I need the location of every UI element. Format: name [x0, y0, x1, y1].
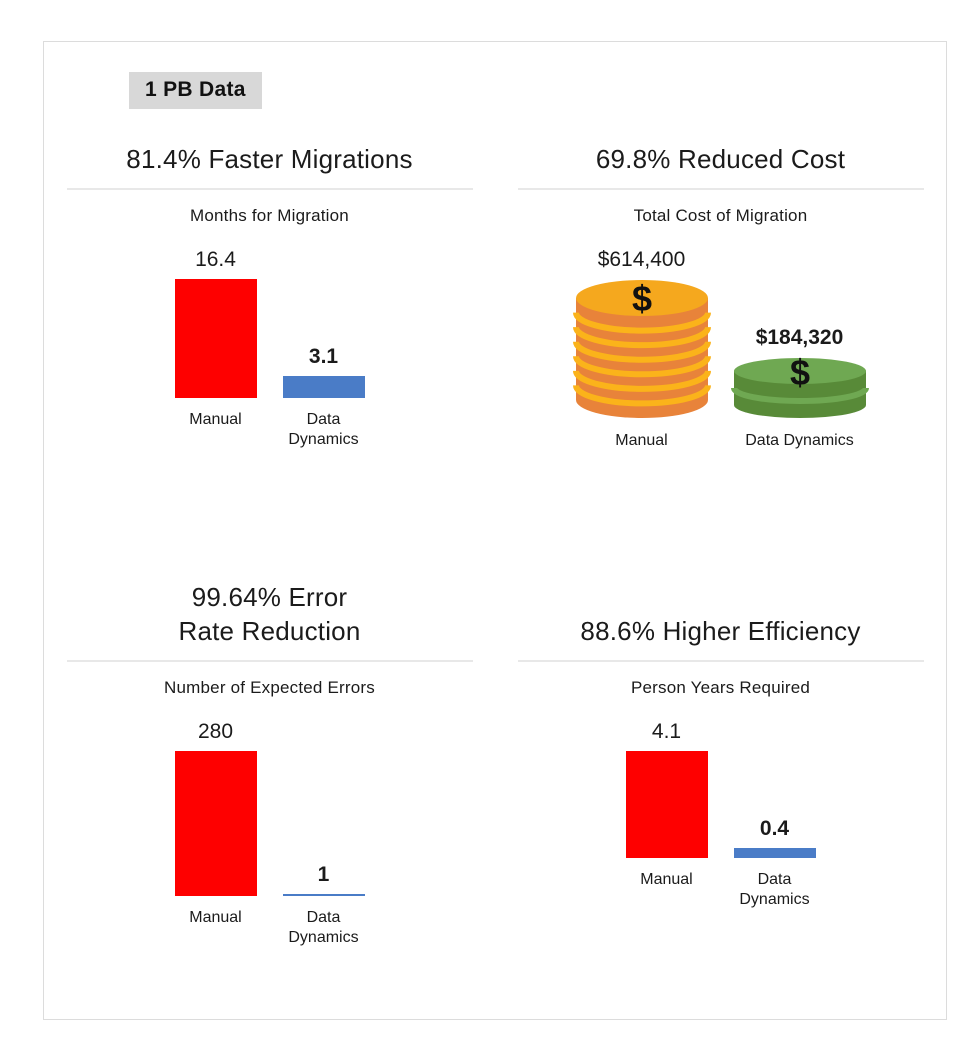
- bar-group-manual: 280 Manual: [173, 720, 259, 952]
- infographic-card: 1 PB Data 81.4% Faster Migrations Months…: [43, 41, 947, 1020]
- coin-group-manual: $614,400 $ Manual: [572, 248, 711, 475]
- panel-title: 99.64% Error Rate Reduction: [178, 582, 361, 646]
- panel-reduced-cost: 69.8% Reduced Cost Total Cost of Migrati…: [495, 142, 946, 580]
- category-label: Manual: [189, 411, 242, 428]
- chart-title: Person Years Required: [630, 678, 811, 697]
- manual-bar: [625, 751, 708, 858]
- panel-title: 81.4% Faster Migrations: [126, 144, 413, 174]
- dollar-sign-icon: $: [631, 278, 651, 319]
- panel-title: 88.6% Higher Efficiency: [580, 616, 861, 646]
- cost-value-label: $614,400: [597, 248, 686, 271]
- bar-value-label: 1: [317, 863, 330, 886]
- title-divider: [66, 188, 473, 190]
- dollar-sign-icon: $: [789, 352, 809, 393]
- bar-group-manual: 16.4 Manual: [173, 248, 259, 454]
- bar-value-label: 3.1: [308, 345, 339, 368]
- bar-value-label: 0.4: [759, 817, 790, 840]
- title-divider: [517, 188, 924, 190]
- title-divider: [517, 660, 924, 662]
- bar-group-data-dynamics: 0.4 Data Dynamics: [732, 817, 818, 914]
- category-label: Manual: [615, 432, 668, 449]
- data-dynamics-bar: [282, 894, 365, 896]
- data-dynamics-bar: [282, 376, 365, 398]
- manual-bar: [174, 751, 257, 896]
- panel-higher-efficiency: 88.6% Higher Efficiency Person Years Req…: [495, 580, 946, 952]
- bar-chart-errors: 280 Manual 1 Data Dynamics: [173, 720, 367, 952]
- category-label: Data Dynamics: [745, 432, 854, 449]
- category-label: Data Dynamics: [288, 411, 359, 448]
- bar-group-manual: 4.1 Manual: [624, 720, 710, 914]
- chart-title: Number of Expected Errors: [164, 678, 375, 697]
- bar-value-label: 4.1: [651, 720, 682, 743]
- category-label: Manual: [189, 909, 242, 926]
- bar-value-label: 16.4: [195, 248, 236, 271]
- title-divider: [66, 660, 473, 662]
- bar-value-label: 280: [197, 720, 234, 743]
- panels-grid: 81.4% Faster Migrations Months for Migra…: [44, 142, 946, 952]
- coin-pictogram-chart: $614,400 $ Manual $184,320 $ Data Dynami…: [572, 248, 869, 475]
- chart-title: Months for Migration: [190, 206, 349, 225]
- data-dynamics-bar: [733, 848, 816, 858]
- coin-group-data-dynamics: $184,320 $ Data Dynamics: [730, 326, 869, 475]
- category-label: Data Dynamics: [739, 871, 810, 908]
- data-size-badge: 1 PB Data: [129, 72, 262, 109]
- panel-title: 69.8% Reduced Cost: [595, 144, 846, 174]
- bar-group-data-dynamics: 3.1 Data Dynamics: [281, 345, 367, 454]
- panel-error-rate-reduction: 99.64% Error Rate Reduction Number of Ex…: [44, 580, 495, 952]
- coin-stack-icon: $: [572, 278, 711, 418]
- category-label: Data Dynamics: [288, 909, 359, 946]
- bar-chart-person-years: 4.1 Manual 0.4 Data Dynamics: [624, 720, 818, 914]
- chart-title: Total Cost of Migration: [633, 206, 808, 225]
- coin-stack-icon: $: [730, 352, 869, 418]
- cost-value-label: $184,320: [755, 326, 844, 349]
- coin-stack-manual: $: [572, 278, 711, 419]
- coin-stack-data-dynamics: $: [730, 352, 869, 419]
- bar-chart-months: 16.4 Manual 3.1 Data Dynamics: [173, 248, 367, 454]
- category-label: Manual: [640, 871, 693, 888]
- panel-faster-migrations: 81.4% Faster Migrations Months for Migra…: [44, 142, 495, 580]
- bar-group-data-dynamics: 1 Data Dynamics: [281, 863, 367, 952]
- manual-bar: [174, 279, 257, 398]
